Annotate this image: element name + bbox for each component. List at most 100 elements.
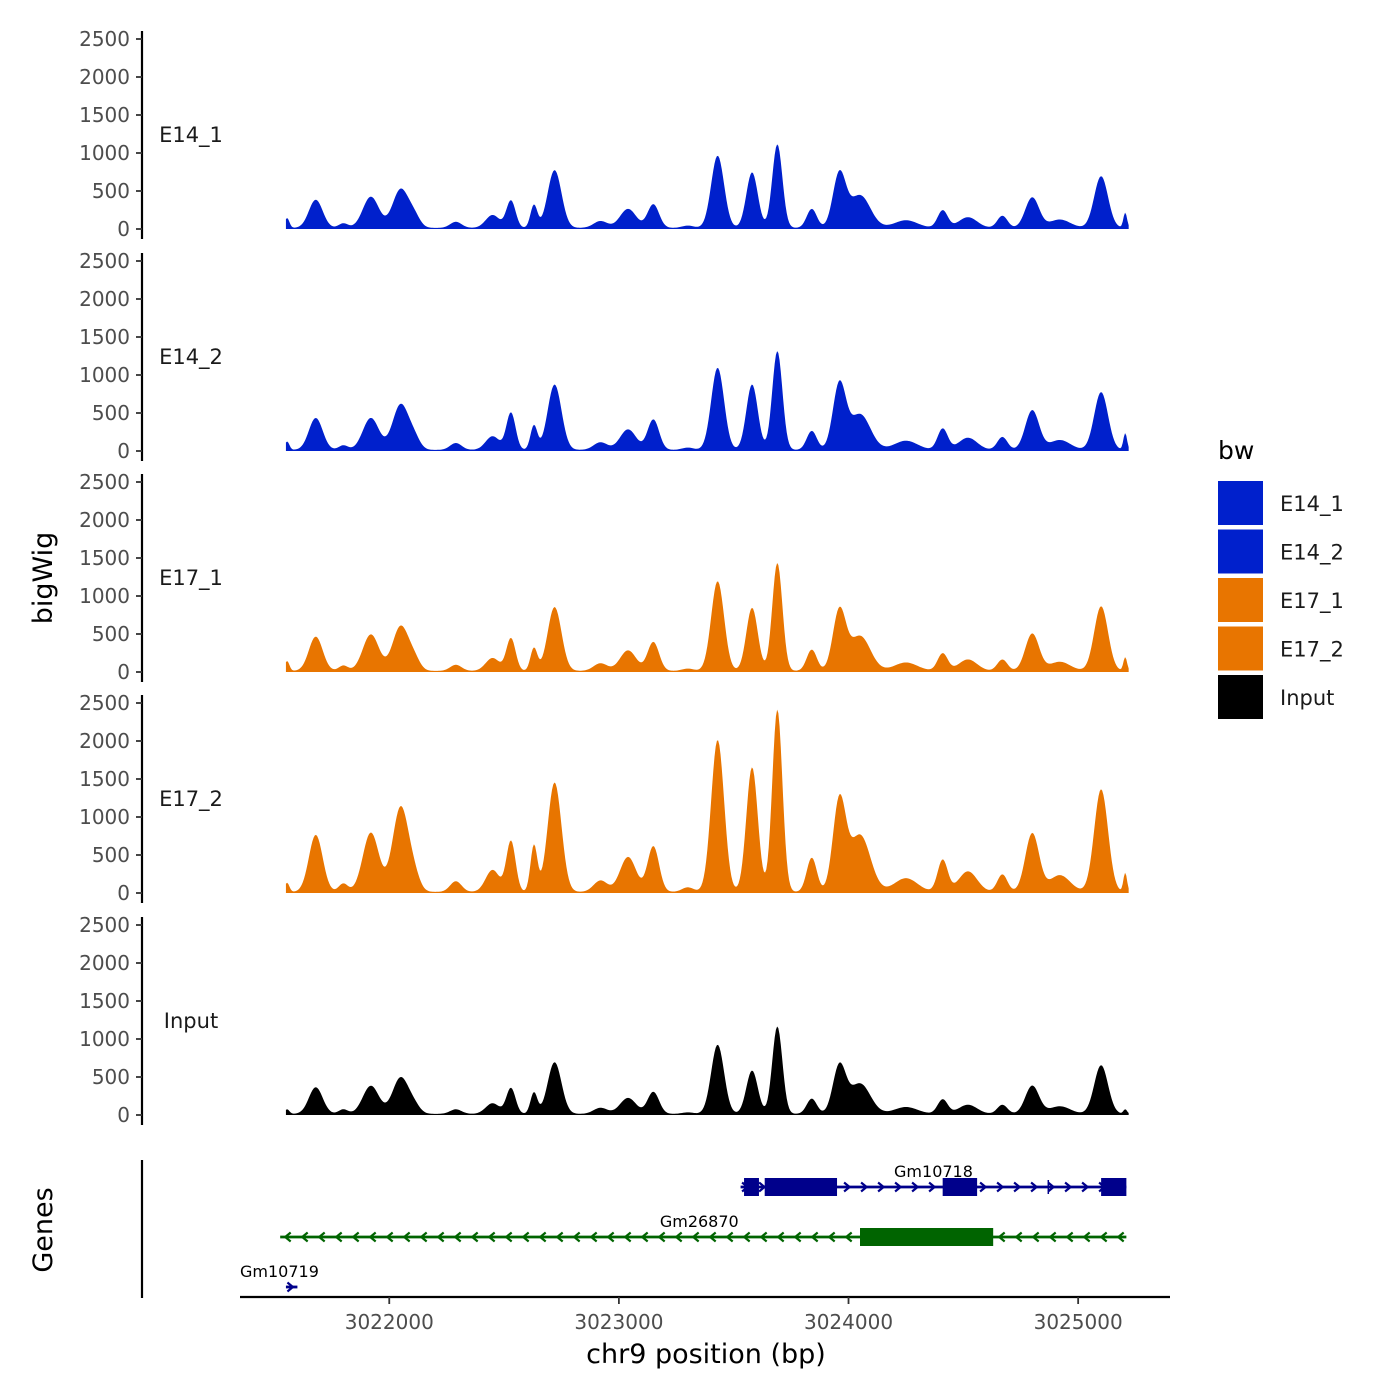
- y-tick-label: 2000: [79, 508, 130, 532]
- strand-arrow: [470, 1231, 479, 1243]
- strand-arrow: [742, 1231, 751, 1243]
- y-tick-label: 0: [117, 660, 130, 684]
- strand-arrow: [758, 1181, 767, 1193]
- strand-arrow: [997, 1231, 1006, 1243]
- strand-arrow: [911, 1181, 920, 1193]
- strand-arrow: [928, 1181, 937, 1193]
- legend-label: E14_2: [1280, 541, 1344, 566]
- strand-arrow: [453, 1231, 462, 1243]
- strand-arrow: [538, 1231, 547, 1243]
- strand-arrow: [843, 1181, 852, 1193]
- legend-label: E14_1: [1280, 492, 1344, 517]
- legend-key: [1218, 675, 1263, 719]
- strand-arrow: [759, 1231, 768, 1243]
- gene-label: Gm10719: [240, 1262, 319, 1281]
- legend: bw E14_1 E14_2 E17_1 E17_2 Input: [1218, 436, 1344, 719]
- y-tick-label: 2500: [79, 27, 130, 51]
- track-input: 0 500 1000 1500 2000 2500 Input: [79, 913, 1129, 1127]
- strand-arrow: [1047, 1181, 1056, 1193]
- signal-tracks: 0 500 1000 1500 2000 2500 E14_1 0 500 1000 1500 200…: [79, 27, 1129, 1127]
- y-tick-label: 1500: [79, 103, 130, 127]
- y-tick-label: 2500: [79, 691, 130, 715]
- legend-key: [1218, 529, 1263, 574]
- strand-arrow: [317, 1231, 326, 1243]
- strand-arrow: [725, 1231, 734, 1243]
- y-tick-label: 1000: [79, 584, 130, 608]
- strand-arrow: [877, 1181, 886, 1193]
- track-label: Input: [164, 1009, 218, 1033]
- x-axis-title: chr9 position (bp): [586, 1339, 826, 1370]
- y-tick-label: 500: [92, 622, 130, 646]
- y-tick-label: 2000: [79, 65, 130, 89]
- strand-arrow: [996, 1181, 1005, 1193]
- exon-block: [744, 1178, 759, 1196]
- strand-arrow: [487, 1231, 496, 1243]
- signal-area-e14-1: [285, 144, 1129, 229]
- track-e14-1: 0 500 1000 1500 2000 2500 E14_1: [79, 27, 1129, 241]
- x-tick-label: 3022000: [345, 1310, 434, 1334]
- strand-arrow: [793, 1231, 802, 1243]
- strand-arrow: [674, 1231, 683, 1243]
- strand-arrow: [283, 1231, 292, 1243]
- y-tick-label: 500: [92, 401, 130, 425]
- legend-key: [1218, 626, 1263, 671]
- y-tick-label: 2000: [79, 729, 130, 753]
- exon-block: [942, 1178, 978, 1196]
- x-tick-label: 3025000: [1034, 1310, 1123, 1334]
- strand-arrow: [623, 1231, 632, 1243]
- strand-arrow: [1065, 1231, 1074, 1243]
- track-e14-2: 0 500 1000 1500 2000 2500 E14_2: [79, 249, 1129, 463]
- x-tick-label: 3023000: [574, 1310, 663, 1334]
- y-tick-label: 1000: [79, 1027, 130, 1051]
- track-label: E14_1: [159, 123, 223, 148]
- legend-label: Input: [1280, 686, 1334, 710]
- y-tick-label: 500: [92, 1065, 130, 1089]
- strand-arrow: [1116, 1231, 1125, 1243]
- strand-arrow: [300, 1231, 309, 1243]
- strand-arrow: [979, 1181, 988, 1193]
- y-tick-label: 1500: [79, 546, 130, 570]
- strand-arrow: [368, 1231, 377, 1243]
- track-label: E17_1: [159, 566, 223, 591]
- strand-arrow: [810, 1231, 819, 1243]
- strand-arrow: [1082, 1231, 1091, 1243]
- gene-gm10718: Gm10718: [740, 1162, 1127, 1196]
- genes-axis-title: Genes: [28, 1187, 59, 1272]
- strand-arrow: [776, 1231, 785, 1243]
- y-tick-label: 1500: [79, 325, 130, 349]
- strand-arrow: [606, 1231, 615, 1243]
- strand-arrow: [334, 1231, 343, 1243]
- strand-arrow: [402, 1231, 411, 1243]
- strand-arrow: [589, 1231, 598, 1243]
- strand-arrow: [894, 1181, 903, 1193]
- y-tick-label: 1500: [79, 767, 130, 791]
- strand-arrow: [436, 1231, 445, 1243]
- strand-arrow: [1031, 1231, 1040, 1243]
- strand-arrow: [504, 1231, 513, 1243]
- y-tick-label: 1000: [79, 141, 130, 165]
- exon-block: [764, 1178, 838, 1196]
- y-tick-label: 2500: [79, 249, 130, 273]
- y-tick-label: 0: [117, 439, 130, 463]
- strand-arrow: [860, 1181, 869, 1193]
- track-e17-1: 0 500 1000 1500 2000 2500 E17_1: [79, 470, 1129, 684]
- strand-arrow: [708, 1231, 717, 1243]
- gene-label: Gm10718: [894, 1162, 973, 1181]
- strand-arrow: [640, 1231, 649, 1243]
- signal-area-e17-2: [285, 709, 1129, 893]
- gene-gm26870: Gm26870: [280, 1212, 1127, 1246]
- track-label: E17_2: [159, 787, 223, 812]
- y-tick-label: 2500: [79, 470, 130, 494]
- strand-arrow: [1048, 1231, 1057, 1243]
- signal-area-e14-2: [285, 351, 1129, 451]
- strand-arrow: [555, 1231, 564, 1243]
- y-tick-label: 0: [117, 217, 130, 241]
- legend-label: E17_1: [1280, 589, 1344, 614]
- y-tick-label: 500: [92, 843, 130, 867]
- strand-arrow: [844, 1231, 853, 1243]
- strand-arrow: [1013, 1181, 1022, 1193]
- y-tick-label: 1500: [79, 989, 130, 1013]
- strand-arrow: [827, 1231, 836, 1243]
- x-axis: 3022000 3023000 3024000 3025000: [240, 1295, 1170, 1334]
